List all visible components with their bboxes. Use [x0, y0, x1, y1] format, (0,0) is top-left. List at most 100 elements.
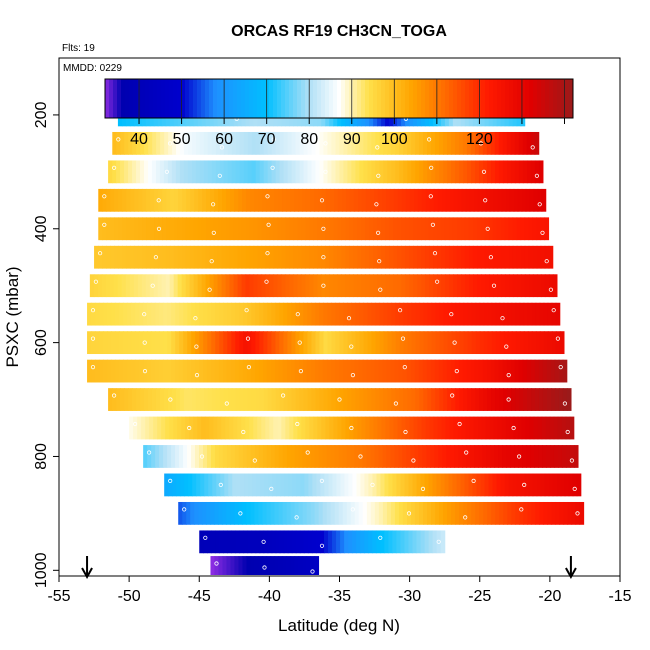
heat-cell — [132, 131, 137, 155]
heat-cell — [146, 217, 151, 241]
x-tick-label: -35 — [328, 588, 351, 605]
heat-cell — [133, 416, 138, 440]
heat-cell — [515, 331, 521, 355]
heat-cell — [214, 359, 220, 383]
heat-cell — [524, 473, 530, 497]
heat-cell — [549, 416, 555, 440]
heat-cell — [483, 388, 488, 411]
heat-cell — [143, 445, 148, 468]
heat-cell — [468, 217, 474, 241]
heat-cell — [337, 274, 342, 298]
heat-cell — [323, 331, 329, 355]
heat-cell — [357, 274, 362, 298]
heat-cell — [498, 160, 504, 184]
heat-cell — [217, 245, 223, 269]
sample-marker — [377, 259, 382, 264]
heat-cell — [416, 473, 422, 497]
colorbar-swatch — [541, 79, 546, 118]
heat-cell — [543, 501, 549, 525]
heat-cell — [519, 302, 525, 326]
heat-cell — [183, 302, 188, 326]
heat-cell — [102, 188, 107, 212]
heat-cell — [190, 188, 195, 212]
heat-cell — [164, 131, 169, 155]
heat-cell — [246, 188, 251, 212]
heat-cell — [373, 217, 378, 241]
heat-cell — [368, 530, 373, 554]
heat-cell — [451, 388, 456, 411]
heat-cell — [489, 188, 495, 212]
heat-cell — [377, 188, 383, 212]
heat-cell — [375, 302, 381, 326]
heat-cell — [252, 473, 257, 497]
heat-cell — [371, 331, 377, 355]
heat-cell — [126, 217, 131, 241]
heat-cell — [380, 530, 385, 554]
heat-cell — [166, 359, 172, 383]
heat-cell — [138, 188, 143, 212]
heat-cell — [172, 473, 177, 497]
heat-cell — [421, 416, 427, 440]
heat-cell — [351, 388, 357, 411]
heat-cell — [293, 217, 299, 241]
sample-marker — [403, 429, 408, 435]
heat-cell — [347, 331, 353, 355]
heat-cell — [195, 160, 201, 184]
heat-cell — [393, 274, 398, 298]
heat-cell — [253, 217, 259, 241]
heat-cell — [291, 302, 296, 326]
heat-cell — [485, 188, 491, 212]
heat-cell — [353, 217, 358, 241]
heat-cell — [326, 445, 332, 468]
heat-cell — [250, 501, 256, 525]
heat-cell — [550, 445, 555, 468]
heat-cell — [504, 245, 510, 269]
heat-cell — [467, 331, 473, 355]
heat-cell — [93, 274, 99, 298]
heat-cell — [407, 131, 412, 155]
heat-cell — [246, 501, 252, 525]
heat-cell — [225, 217, 231, 241]
heat-cell — [103, 359, 108, 383]
heat-cell — [392, 473, 398, 497]
heat-cell — [365, 416, 371, 440]
heat-cell — [285, 245, 291, 269]
heat-cell — [358, 445, 364, 468]
heat-cell — [455, 388, 460, 411]
heat-cell — [572, 473, 578, 497]
heat-cell — [347, 388, 353, 411]
heat-cell — [433, 416, 439, 440]
heat-cell — [413, 245, 418, 269]
heat-cell — [484, 217, 490, 241]
heat-cell — [124, 131, 129, 155]
heat-cell — [245, 217, 251, 241]
heat-cell — [432, 530, 438, 554]
heat-cell — [322, 445, 328, 468]
heat-cell — [349, 274, 354, 298]
heat-cell — [321, 416, 326, 440]
heat-cell — [347, 160, 352, 184]
heat-cell — [507, 501, 512, 525]
heat-cell — [280, 473, 285, 497]
heat-cell — [464, 217, 470, 241]
heat-cell — [358, 501, 364, 525]
colorbar-swatch — [453, 79, 458, 118]
heat-cell — [474, 359, 480, 383]
heat-cell — [411, 331, 417, 355]
colorbar-tick-label: 70 — [258, 131, 276, 148]
heat-cell — [195, 131, 201, 155]
heat-cell — [526, 131, 532, 155]
heat-cell — [233, 274, 239, 298]
heat-cell — [299, 302, 304, 326]
colorbar-swatch — [385, 79, 390, 118]
heat-cell — [142, 188, 147, 212]
colorbar-swatch — [369, 79, 374, 118]
heat-cell — [375, 388, 380, 411]
sample-marker — [430, 222, 435, 227]
heat-cell — [354, 501, 360, 525]
heat-cell — [91, 302, 96, 326]
heat-cell — [162, 188, 167, 212]
heat-cell — [434, 445, 439, 468]
heat-cell — [351, 131, 356, 155]
colorbar-swatch — [461, 79, 466, 118]
